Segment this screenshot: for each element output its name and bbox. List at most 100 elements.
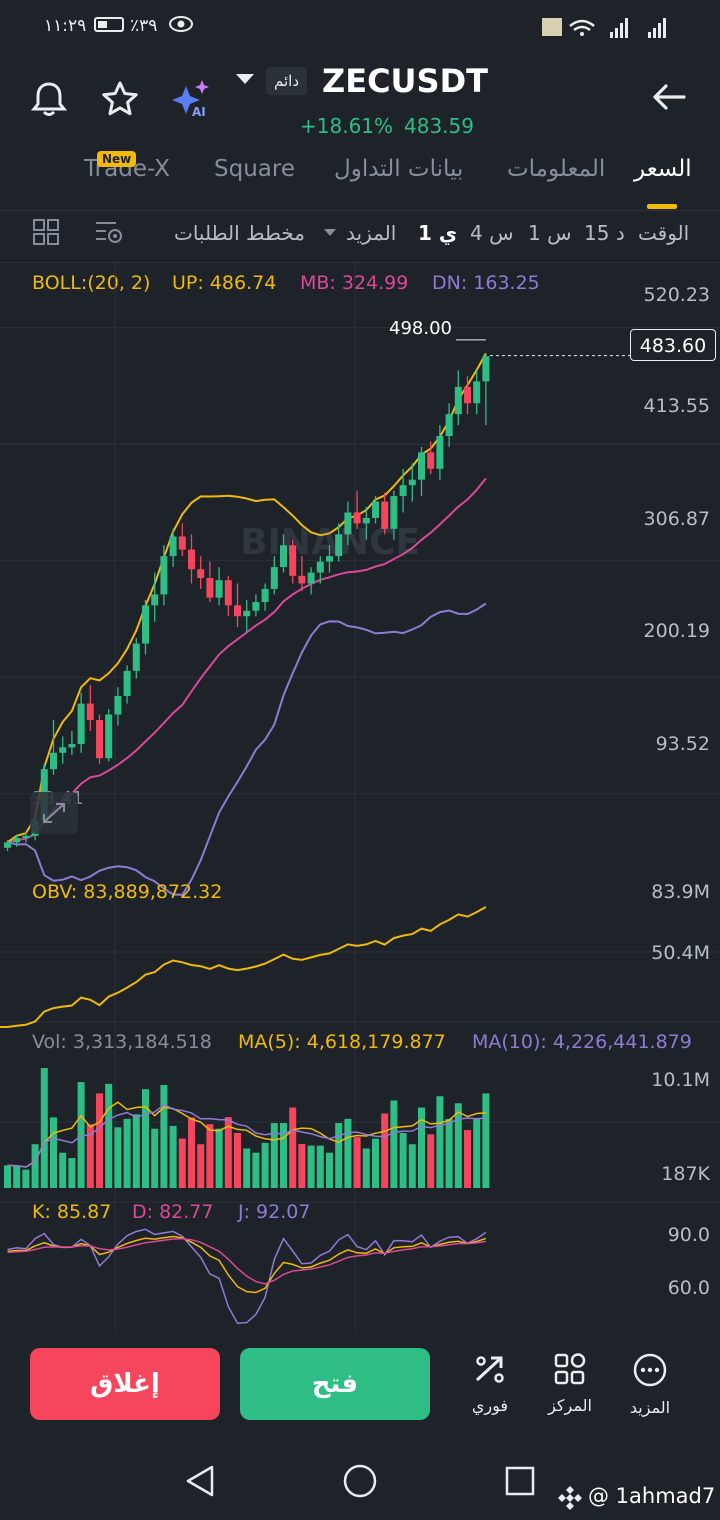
obv-label: OBV: 83,889,872.32	[32, 881, 223, 903]
candle-body	[22, 835, 30, 838]
candle-body	[427, 452, 435, 469]
nav-back-icon[interactable]	[184, 1464, 216, 1498]
tab-square[interactable]: Square	[214, 156, 295, 182]
volume-bar	[289, 1107, 297, 1188]
grid-layout-icon[interactable]	[32, 218, 60, 246]
volume-bar	[372, 1138, 379, 1188]
volume-bar	[362, 1148, 370, 1188]
price-axis-tick: 306.87	[643, 508, 710, 530]
volume-bar	[151, 1128, 159, 1188]
volume-bar	[105, 1083, 113, 1188]
volume-bar	[31, 1144, 39, 1188]
boll-up: UP: 486.74	[172, 272, 277, 294]
nav-home-icon[interactable]	[342, 1463, 378, 1499]
volume-bar	[68, 1158, 76, 1188]
timeframe-more[interactable]: المزيد	[346, 221, 397, 245]
timeframe-15m[interactable]: 15 د	[584, 221, 625, 245]
volume-bar	[454, 1103, 462, 1188]
candle-body	[473, 381, 481, 404]
current-price-tag: 483.60	[630, 329, 716, 361]
system-nav-bar	[0, 1442, 720, 1520]
ai-sparkle-icon[interactable]: AI	[170, 78, 212, 120]
tab-trading-data[interactable]: بيانات التداول	[334, 156, 464, 182]
timeframe-1d[interactable]: 1 ي	[418, 221, 458, 245]
volume-bar	[142, 1089, 149, 1188]
candle-body	[326, 556, 333, 562]
volume-bar	[408, 1144, 416, 1188]
status-bar: ١١:٢٩ ٪٣٩	[0, 0, 720, 56]
symbol-dropdown-caret[interactable]	[236, 74, 254, 84]
boll-dn: DN: 163.25	[432, 272, 540, 294]
volume-bar	[197, 1144, 205, 1188]
volume-bar	[445, 1118, 453, 1188]
volume-bar	[50, 1117, 57, 1188]
tab-price[interactable]: السعر	[634, 156, 692, 182]
candle-body	[482, 356, 490, 382]
volume-bar	[234, 1132, 241, 1188]
candle-body	[418, 452, 425, 480]
candle-body	[316, 561, 324, 573]
more-label: المزيد	[629, 1398, 671, 1417]
chart-area[interactable]	[0, 262, 720, 1332]
close-position-button[interactable]: إغلاق	[30, 1348, 220, 1420]
boll-dn-line	[7, 602, 487, 896]
volume-bar	[473, 1118, 481, 1188]
more-dots-icon	[633, 1353, 667, 1387]
volume-bar	[390, 1100, 398, 1188]
volume-bar	[270, 1123, 278, 1188]
nav-recents-icon[interactable]	[504, 1465, 536, 1497]
instant-button[interactable]: فوري	[460, 1352, 520, 1415]
volume-bar	[4, 1165, 11, 1188]
symbol-title[interactable]: ZECUSDT	[322, 62, 488, 100]
candle-body	[261, 588, 269, 603]
volume-bar	[160, 1084, 168, 1188]
volume-axis-tick: 10.1M	[651, 1069, 710, 1091]
candle-body	[4, 842, 11, 848]
candle-body	[224, 580, 232, 606]
bell-icon[interactable]	[30, 80, 68, 118]
kdj-k: K: 85.87	[32, 1201, 112, 1223]
candle-body	[197, 569, 205, 578]
active-tab-indicator	[647, 204, 677, 209]
orderbook-chart-link[interactable]: مخطط الطلبات	[174, 221, 306, 245]
price-axis-tick: 520.23	[643, 284, 710, 306]
open-position-button[interactable]: فتح	[240, 1348, 430, 1420]
expand-chart-button[interactable]	[30, 792, 78, 834]
candle-body	[50, 752, 57, 770]
tab-info[interactable]: المعلومات	[507, 156, 606, 182]
back-arrow-icon[interactable]	[650, 80, 688, 114]
volume-bar	[298, 1143, 306, 1188]
candle-body	[252, 602, 260, 611]
obv-axis-tick: 50.4M	[651, 942, 710, 964]
price-axis-tick: 413.55	[643, 395, 710, 417]
volume-label: Vol: 3,313,184.518	[32, 1031, 212, 1053]
volume-bar	[188, 1117, 195, 1188]
user-watermark: @ 1ahmad7	[588, 1484, 716, 1508]
change-percent: +18.61%	[300, 114, 394, 138]
timeframe-divider	[0, 262, 720, 263]
volume-bar	[307, 1145, 315, 1188]
candle-body	[59, 747, 67, 753]
candle-body	[399, 485, 407, 497]
indicator-settings-icon[interactable]	[94, 218, 124, 246]
candle-body	[464, 386, 471, 404]
volume-bar	[13, 1165, 21, 1188]
candle-body	[307, 572, 315, 584]
timeframe-4h[interactable]: 4 س	[470, 221, 514, 245]
position-grid-icon	[554, 1353, 586, 1385]
candle-body	[169, 536, 177, 557]
timeframe-1h[interactable]: 1 س	[528, 221, 572, 245]
candle-body	[206, 578, 214, 598]
candle-body	[344, 512, 352, 535]
volume-bar	[399, 1132, 407, 1188]
more-actions-button[interactable]: المزيد	[620, 1352, 680, 1417]
position-button[interactable]: المركز	[540, 1352, 600, 1415]
volume-bar	[86, 1124, 94, 1188]
price-axis-tick: 200.19	[643, 620, 710, 642]
volume-bar	[114, 1127, 122, 1188]
star-icon[interactable]	[101, 80, 139, 118]
candle-body	[77, 703, 85, 745]
candle-body	[408, 479, 416, 486]
volume-bar	[326, 1152, 333, 1188]
candle-body	[280, 545, 287, 568]
